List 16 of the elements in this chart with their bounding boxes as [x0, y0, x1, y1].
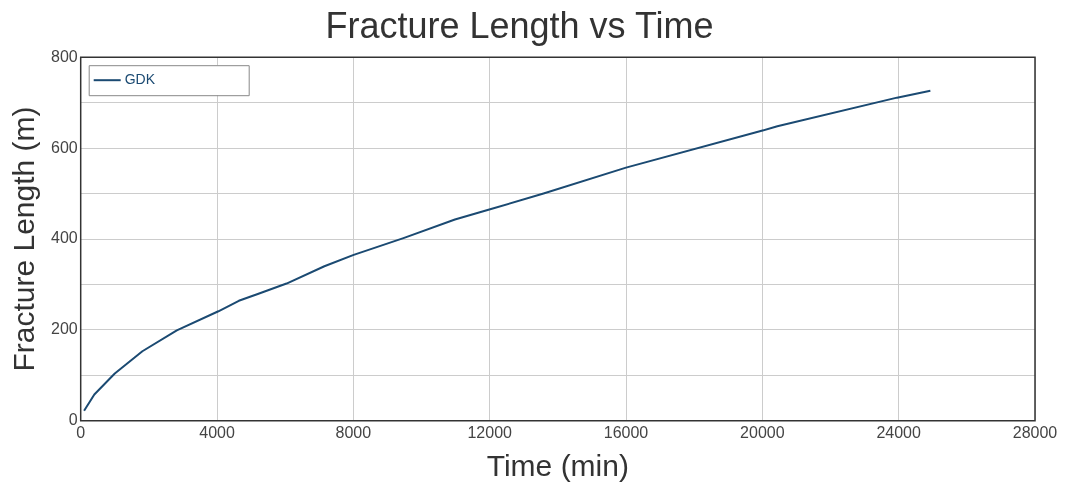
x-tick-label: 28000	[1012, 423, 1058, 441]
x-tick-label: 12000	[467, 423, 513, 441]
y-tick-label: 600	[50, 138, 78, 156]
y-tick-label: 0	[68, 411, 78, 429]
x-tick-label: 20000	[740, 423, 785, 441]
x-tick-label: 16000	[603, 423, 649, 441]
y-tick-label: 800	[50, 47, 78, 65]
x-tick-label: 24000	[876, 423, 922, 441]
chart-title: Fracture Length vs Time	[325, 4, 714, 46]
x-axis-title: Time (min)	[486, 449, 629, 483]
legend-label: GDK	[124, 71, 156, 88]
x-tick-label: 8000	[335, 423, 372, 441]
x-tick-label: 4000	[199, 423, 235, 441]
y-tick-label: 200	[50, 320, 78, 338]
y-tick-label: 400	[50, 229, 78, 247]
y-axis-title: Fracture Length (m)	[7, 106, 41, 372]
